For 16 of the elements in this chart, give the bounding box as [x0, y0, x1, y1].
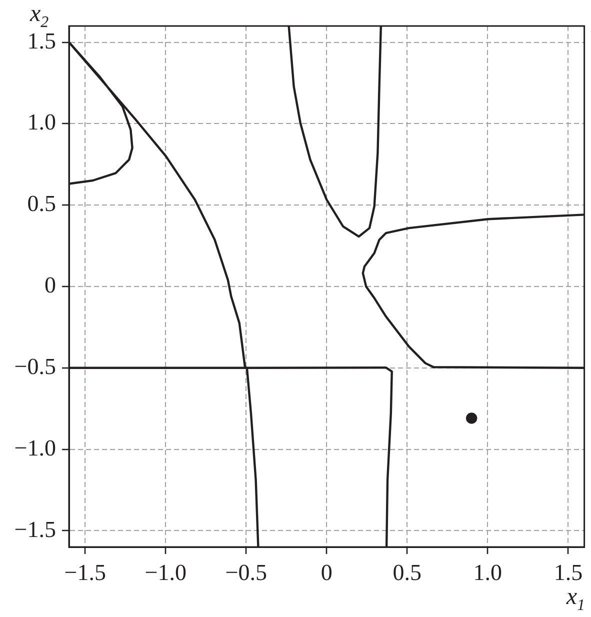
x-tick-label: 1.5 — [554, 560, 583, 585]
y-tick-label: −1.5 — [14, 516, 56, 542]
y-tick-label: 0 — [44, 272, 56, 298]
x-tick-label: −1.5 — [64, 560, 106, 585]
y-axis-title: x$_{2}$ — [30, 1, 49, 31]
y-tick-label: 1.5 — [27, 28, 56, 54]
y-tick-label: 1.0 — [27, 110, 56, 135]
x-tick-label: −1.0 — [144, 560, 186, 585]
x-tick-label: 0 — [320, 560, 332, 585]
y-tick-label: −1.0 — [14, 435, 56, 460]
x-tick-label: −0.5 — [225, 560, 267, 585]
y-tick-label: −0.5 — [14, 354, 56, 379]
y-tick-label: 0.5 — [27, 191, 56, 216]
x-tick-label: 0.5 — [392, 560, 422, 585]
x-tick-label: 1.0 — [473, 560, 502, 585]
x-axis-title: x$_{1}$ — [566, 584, 585, 614]
